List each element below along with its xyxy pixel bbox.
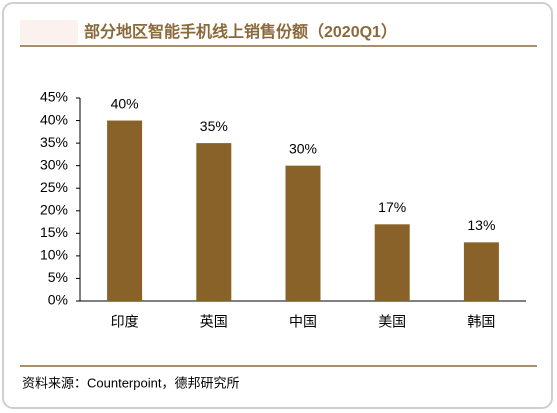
logo-area <box>20 20 78 44</box>
value-label: 17% <box>378 199 406 215</box>
frame <box>2 2 553 409</box>
y-tick-label: 25% <box>40 179 68 195</box>
y-tick-label: 15% <box>40 224 68 240</box>
bar <box>107 120 143 301</box>
x-tick-label: 中国 <box>289 314 317 330</box>
bar <box>374 224 410 301</box>
value-label: 35% <box>200 118 228 134</box>
y-tick-label: 0% <box>48 292 68 308</box>
x-tick-label: 韩国 <box>467 314 495 330</box>
x-tick-label: 印度 <box>111 314 139 330</box>
y-tick-label: 10% <box>40 247 68 263</box>
y-tick-label: 30% <box>40 156 68 172</box>
y-tick-label: 45% <box>40 89 68 105</box>
y-tick-label: 35% <box>40 134 68 150</box>
bar <box>196 143 232 301</box>
value-label: 40% <box>111 95 139 111</box>
x-tick-label: 英国 <box>200 314 228 330</box>
value-label: 13% <box>467 217 495 233</box>
bar <box>285 165 321 301</box>
bar <box>463 242 499 301</box>
y-tick-label: 5% <box>48 269 68 285</box>
y-tick-label: 20% <box>40 201 68 217</box>
chart-title: 部分地区智能手机线上销售份额（2020Q1） <box>84 22 397 41</box>
y-tick-label: 40% <box>40 111 68 127</box>
source: 资料来源：Counterpoint，德邦研究所 <box>22 375 239 390</box>
value-label: 30% <box>289 140 317 156</box>
x-tick-label: 美国 <box>378 314 406 330</box>
